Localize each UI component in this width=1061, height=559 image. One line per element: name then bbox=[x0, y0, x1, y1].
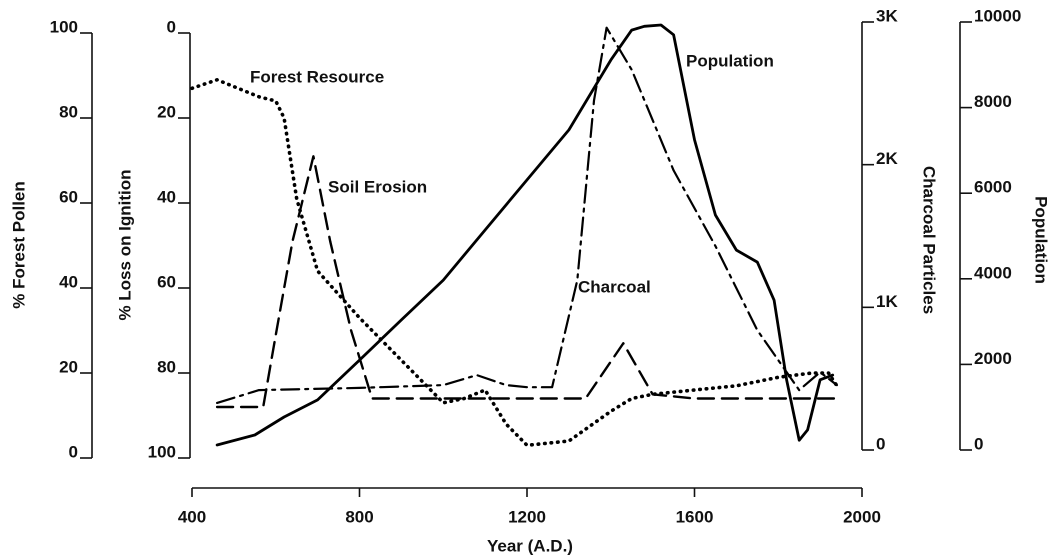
y3-tick-label: 1K bbox=[876, 292, 898, 311]
series-line bbox=[216, 26, 838, 404]
y2-tick-label: 20 bbox=[157, 102, 176, 121]
y2-tick-label: 60 bbox=[157, 272, 176, 291]
y-tick-label: 100 bbox=[50, 17, 78, 36]
x-tick-label: 1600 bbox=[676, 507, 714, 526]
y3-tick-label: 0 bbox=[876, 434, 885, 453]
series-line bbox=[215, 23, 835, 447]
x-tick-label: 2000 bbox=[843, 507, 881, 526]
y4-tick-label: 2000 bbox=[974, 349, 1012, 368]
x-tick-label: 800 bbox=[345, 507, 373, 526]
y-tick-label: 20 bbox=[59, 357, 78, 376]
y2-tick-label: 100 bbox=[148, 442, 176, 461]
y2-tick-label: 0 bbox=[167, 17, 176, 36]
y-axis-label: % Forest Pollen bbox=[9, 181, 28, 309]
y2-tick-label: 40 bbox=[157, 187, 176, 206]
y-tick-label: 60 bbox=[59, 187, 78, 206]
y4-tick-label: 0 bbox=[974, 434, 983, 453]
y3-axis-label: Charcoal Particles bbox=[920, 166, 939, 314]
y3-tick-label: 3K bbox=[876, 6, 898, 25]
y-tick-label: 40 bbox=[59, 272, 78, 291]
x-tick-label: 1200 bbox=[508, 507, 546, 526]
series-label: Charcoal bbox=[578, 277, 651, 296]
y2-tick-label: 80 bbox=[157, 357, 176, 376]
y4-tick-label: 4000 bbox=[974, 263, 1012, 282]
y4-tick-label: 8000 bbox=[974, 92, 1012, 111]
series-label: Population bbox=[686, 51, 774, 70]
x-axis-label: Year (A.D.) bbox=[487, 536, 573, 555]
y2-axis-label: % Loss on Ignition bbox=[115, 169, 134, 320]
series-label: Soil Erosion bbox=[328, 177, 427, 196]
y-tick-label: 0 bbox=[69, 442, 78, 461]
y3-tick-label: 2K bbox=[876, 149, 898, 168]
y4-tick-label: 10000 bbox=[974, 6, 1021, 25]
series-label: Forest Resource bbox=[250, 67, 384, 86]
x-tick-label: 400 bbox=[178, 507, 206, 526]
y-tick-label: 80 bbox=[59, 102, 78, 121]
y4-tick-label: 6000 bbox=[974, 178, 1012, 197]
series-line bbox=[190, 78, 839, 448]
series-line bbox=[215, 155, 839, 409]
y4-axis-label: Population bbox=[1032, 196, 1051, 284]
